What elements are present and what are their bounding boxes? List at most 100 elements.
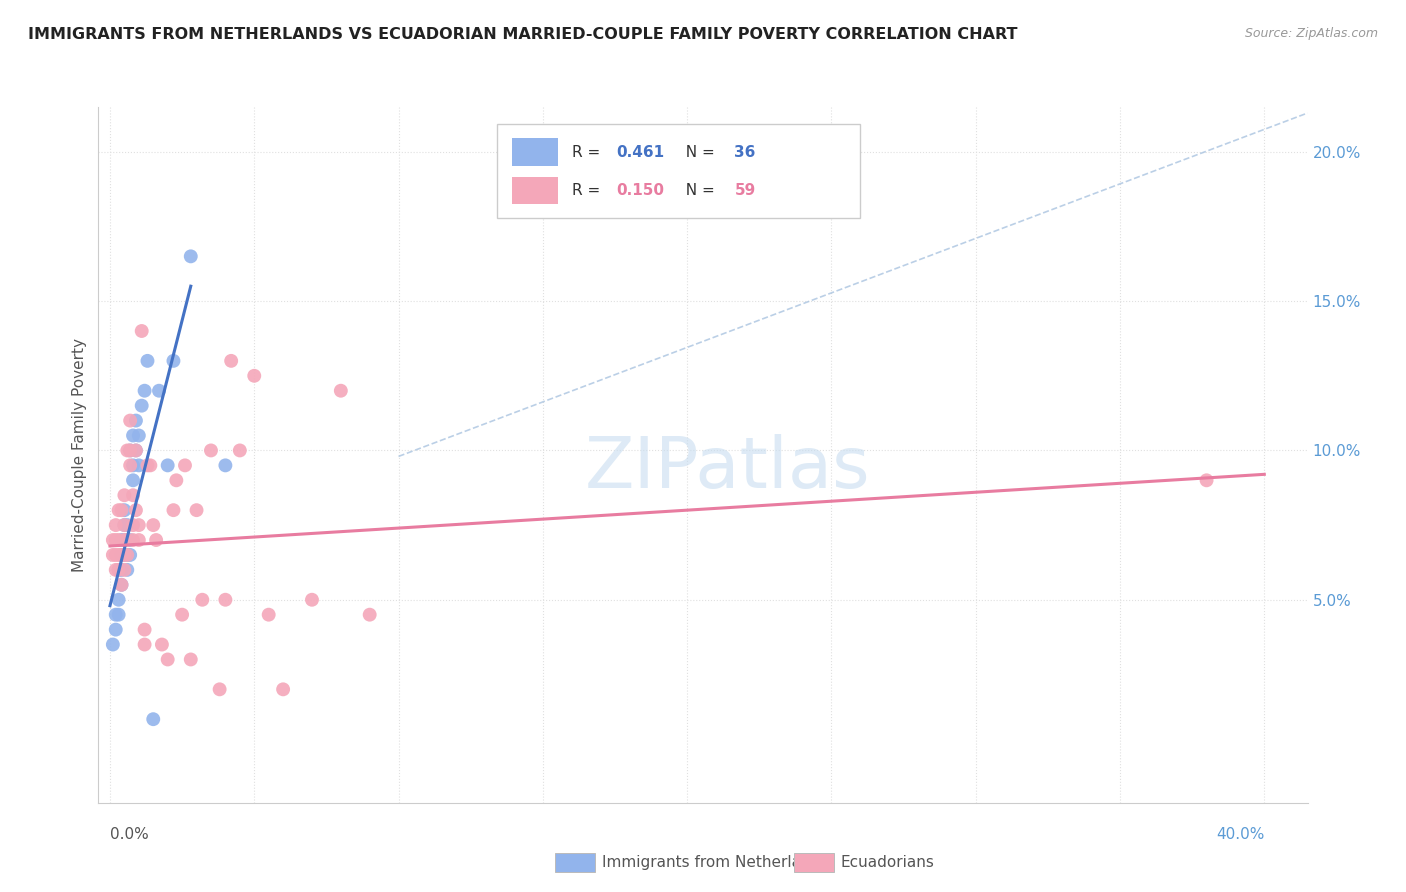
Point	[120, 443, 142, 458]
Point	[101, 638, 124, 652]
Point	[107, 563, 129, 577]
Point	[120, 443, 142, 458]
FancyBboxPatch shape	[512, 177, 558, 204]
Point	[117, 548, 139, 562]
Point	[117, 533, 139, 547]
Point	[142, 712, 165, 726]
Point	[101, 533, 124, 547]
Point	[122, 518, 145, 533]
Point	[110, 533, 132, 547]
Point	[112, 488, 135, 502]
Point	[162, 354, 184, 368]
Point	[110, 578, 132, 592]
Point	[104, 607, 127, 622]
Point	[117, 563, 139, 577]
Point	[125, 443, 148, 458]
Point	[112, 533, 135, 547]
Text: N =: N =	[676, 145, 720, 160]
Text: Source: ZipAtlas.com: Source: ZipAtlas.com	[1244, 27, 1378, 40]
Point	[191, 592, 214, 607]
Point	[180, 249, 202, 263]
Point	[257, 607, 280, 622]
Text: R =: R =	[572, 183, 606, 198]
Point	[104, 533, 127, 547]
Point	[107, 592, 129, 607]
Text: N =: N =	[676, 183, 720, 198]
Point	[107, 533, 129, 547]
Text: 40.0%: 40.0%	[1216, 827, 1264, 842]
Point	[122, 473, 145, 487]
Point	[134, 623, 156, 637]
Point	[156, 652, 179, 666]
Point	[120, 548, 142, 562]
Point	[112, 503, 135, 517]
Point	[214, 458, 236, 473]
Point	[120, 533, 142, 547]
Point	[136, 354, 159, 368]
Point	[112, 518, 135, 533]
Point	[359, 607, 381, 622]
Point	[186, 503, 208, 517]
Point	[120, 414, 142, 428]
Text: Ecuadorians: Ecuadorians	[841, 855, 935, 870]
Point	[301, 592, 323, 607]
Point	[104, 563, 127, 577]
Point	[110, 503, 132, 517]
Point	[110, 548, 132, 562]
Point	[208, 682, 231, 697]
Point	[110, 548, 132, 562]
Point	[112, 533, 135, 547]
Point	[128, 428, 150, 442]
Point	[117, 548, 139, 562]
Point	[243, 368, 266, 383]
Point	[172, 607, 194, 622]
Point	[104, 623, 127, 637]
Point	[131, 399, 153, 413]
Point	[134, 638, 156, 652]
Point	[112, 518, 135, 533]
Point	[122, 488, 145, 502]
Point	[214, 592, 236, 607]
Text: IMMIGRANTS FROM NETHERLANDS VS ECUADORIAN MARRIED-COUPLE FAMILY POVERTY CORRELAT: IMMIGRANTS FROM NETHERLANDS VS ECUADORIA…	[28, 27, 1018, 42]
Point	[112, 548, 135, 562]
Point	[128, 533, 150, 547]
FancyBboxPatch shape	[512, 138, 558, 166]
Text: 0.150: 0.150	[616, 183, 664, 198]
Point	[156, 458, 179, 473]
Point	[162, 503, 184, 517]
Point	[122, 533, 145, 547]
Point	[136, 458, 159, 473]
Point	[107, 503, 129, 517]
Point	[219, 354, 242, 368]
Point	[1195, 473, 1218, 487]
Point	[122, 428, 145, 442]
Point	[148, 384, 170, 398]
FancyBboxPatch shape	[498, 124, 860, 219]
Text: 0.0%: 0.0%	[110, 827, 149, 842]
Y-axis label: Married-Couple Family Poverty: Married-Couple Family Poverty	[72, 338, 87, 572]
Point	[134, 384, 156, 398]
Point	[117, 518, 139, 533]
Point	[112, 548, 135, 562]
Point	[120, 458, 142, 473]
Point	[229, 443, 252, 458]
Text: 59: 59	[734, 183, 755, 198]
Text: Immigrants from Netherlands: Immigrants from Netherlands	[602, 855, 828, 870]
Point	[145, 533, 167, 547]
Point	[107, 548, 129, 562]
Text: R =: R =	[572, 145, 606, 160]
Point	[125, 414, 148, 428]
Point	[107, 607, 129, 622]
Text: ZIPatlas: ZIPatlas	[585, 434, 870, 503]
Text: 0.461: 0.461	[616, 145, 664, 160]
Point	[329, 384, 352, 398]
Point	[104, 518, 127, 533]
Point	[112, 563, 135, 577]
Point	[165, 473, 187, 487]
Point	[125, 443, 148, 458]
Point	[131, 324, 153, 338]
Point	[110, 578, 132, 592]
Point	[271, 682, 294, 697]
Point	[174, 458, 197, 473]
Point	[128, 458, 150, 473]
